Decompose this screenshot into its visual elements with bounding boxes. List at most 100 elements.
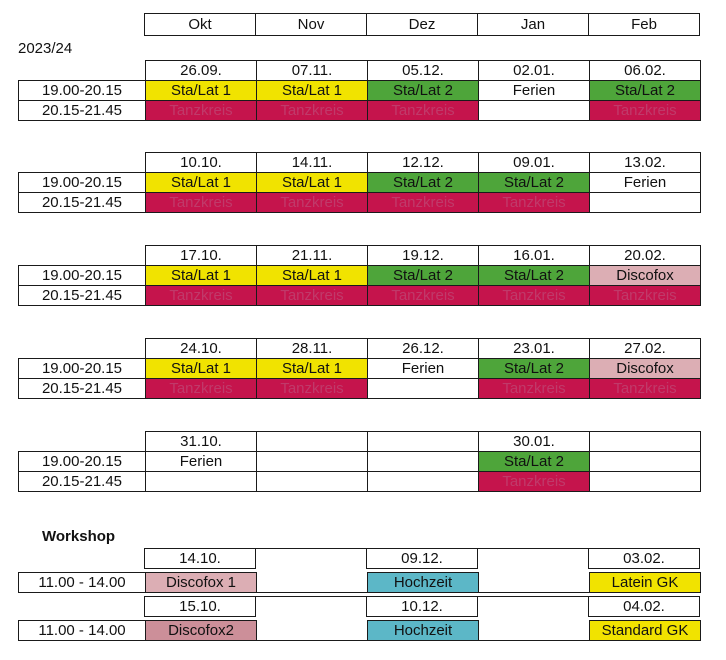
course-cell: Sta/Lat 1: [145, 265, 257, 286]
course-cell: Sta/Lat 1: [256, 80, 368, 101]
date-cell: 20.02.: [589, 245, 701, 266]
month-feb: Feb: [588, 13, 700, 36]
date-cell: 30.01.: [478, 431, 590, 452]
course-cell: Tanzkreis: [256, 378, 368, 399]
course-cell: Sta/Lat 1: [256, 265, 368, 286]
course-cell: Tanzkreis: [589, 378, 701, 399]
course-cell: Tanzkreis: [478, 378, 590, 399]
time-slot-label: 19.00-20.15: [18, 80, 146, 101]
workshop-slot-row: 11.00 - 14.00 Discofox2 Hochzeit Standard G…: [18, 620, 701, 641]
date-cell: 02.01.: [478, 60, 590, 81]
date-row-spacer: [19, 246, 146, 266]
course-cell: Sta/Lat 2: [367, 80, 479, 101]
workshop-date-cell: [477, 596, 589, 617]
course-cell: Sta/Lat 2: [367, 265, 479, 286]
date-row-spacer: [19, 153, 146, 173]
workshop-date-cell: [255, 548, 367, 569]
date-cell: 26.09.: [145, 60, 257, 81]
date-cell: 27.02.: [589, 338, 701, 359]
month-okt: Okt: [144, 13, 256, 36]
workshop-cell: [256, 572, 368, 593]
workshop-cell: [478, 620, 590, 641]
time-slot-label: 19.00-20.15: [18, 451, 146, 472]
course-cell: Ferien: [367, 358, 479, 379]
course-cell: Sta/Lat 2: [478, 265, 590, 286]
course-cell: Sta/Lat 1: [145, 358, 257, 379]
course-cell: [589, 192, 701, 213]
time-slot-label: 20.15-21.45: [18, 378, 146, 399]
workshop-cell: Discofox 1: [145, 572, 257, 593]
date-cell: 19.12.: [367, 245, 479, 266]
course-cell: [145, 471, 257, 492]
date-cell: 06.02.: [589, 60, 701, 81]
workshop-date-cell: 14.10.: [144, 548, 256, 569]
month-dez: Dez: [366, 13, 478, 36]
workshop-cell: [478, 572, 590, 593]
time-slot-label: 20.15-21.45: [18, 471, 146, 492]
month-nov: Nov: [255, 13, 367, 36]
week-block-3: 17.10. 21.11. 19.12. 16.01. 20.02. 19.00-20.1…: [18, 245, 701, 306]
course-cell: Discofox: [589, 265, 701, 286]
month-jan: Jan: [477, 13, 589, 36]
date-row: 17.10. 21.11. 19.12. 16.01. 20.02.: [19, 245, 701, 266]
date-row-spacer: [19, 432, 146, 452]
date-cell: 09.01.: [478, 152, 590, 173]
course-cell: Sta/Lat 2: [478, 172, 590, 193]
date-row: 31.10. 30.01.: [19, 431, 701, 452]
slot-row-early: 19.00-20.15 Sta/Lat 1 Sta/Lat 1 Sta/Lat 2 St…: [18, 265, 701, 286]
slot-row-late: 20.15-21.45 Tanzkreis Tanzkreis Tanzkreis Ta…: [18, 192, 701, 213]
slot-row-late: 20.15-21.45 Tanzkreis Tanzkreis Tanzkreis Ta…: [18, 378, 701, 399]
workshop-date-cell: [255, 596, 367, 617]
workshop-date-cell: 09.12.: [366, 548, 478, 569]
date-cell: 17.10.: [145, 245, 257, 266]
date-cell: 26.12.: [367, 338, 479, 359]
date-row: 10.10. 14.11. 12.12. 09.01. 13.02.: [19, 152, 701, 173]
workshop-cell: Latein GK: [589, 572, 701, 593]
workshop-date-row: 14.10. 09.12. 03.02.: [18, 548, 700, 569]
course-cell: Sta/Lat 2: [478, 358, 590, 379]
date-cell: 28.11.: [256, 338, 368, 359]
workshop-time-label: 11.00 - 14.00: [18, 620, 146, 641]
course-cell: Tanzkreis: [478, 192, 590, 213]
course-cell: Tanzkreis: [478, 471, 590, 492]
date-cell: 05.12.: [367, 60, 479, 81]
workshop-date-cell: 10.12.: [366, 596, 478, 617]
course-cell: Tanzkreis: [145, 192, 257, 213]
date-cell: 31.10.: [145, 431, 257, 452]
course-cell: Tanzkreis: [589, 285, 701, 306]
date-cell: 10.10.: [145, 152, 257, 173]
workshop-cell: Standard GK: [589, 620, 701, 641]
course-cell: Discofox: [589, 358, 701, 379]
slot-row-late: 20.15-21.45 Tanzkreis: [18, 471, 701, 492]
course-cell: Tanzkreis: [145, 285, 257, 306]
workshop-cell: Hochzeit: [367, 620, 479, 641]
course-cell: Ferien: [478, 80, 590, 101]
course-cell: [256, 471, 368, 492]
course-cell: Sta/Lat 2: [478, 451, 590, 472]
course-cell: Tanzkreis: [145, 100, 257, 121]
header-spacer: [18, 14, 145, 36]
course-cell: Tanzkreis: [256, 285, 368, 306]
slot-row-early: 19.00-20.15 Ferien Sta/Lat 2: [18, 451, 701, 472]
slot-row-early: 19.00-20.15 Sta/Lat 1 Sta/Lat 1 Sta/Lat 2 Fe…: [18, 80, 701, 101]
course-cell: Sta/Lat 2: [589, 80, 701, 101]
course-cell: [367, 378, 479, 399]
course-cell: [589, 471, 701, 492]
week-block-4: 24.10. 28.11. 26.12. 23.01. 27.02. 19.00-20.1…: [18, 338, 701, 399]
week-block-5: 31.10. 30.01. 19.00-20.15 Ferien Sta/Lat 2 20…: [18, 431, 701, 492]
date-cell: 13.02.: [589, 152, 701, 173]
course-cell: Tanzkreis: [478, 285, 590, 306]
course-cell: [367, 451, 479, 472]
date-cell: 24.10.: [145, 338, 257, 359]
workshop-date-cell: [477, 548, 589, 569]
course-cell: Tanzkreis: [256, 100, 368, 121]
workshop-cell: [256, 620, 368, 641]
workshop-slot-row: 11.00 - 14.00 Discofox 1 Hochzeit Latein GK: [18, 572, 701, 593]
workshop-date-cell: 04.02.: [588, 596, 700, 617]
slot-row-late: 20.15-21.45 Tanzkreis Tanzkreis Tanzkreis Ta…: [18, 100, 701, 121]
course-cell: Sta/Lat 2: [367, 172, 479, 193]
workshop-cell: Hochzeit: [367, 572, 479, 593]
date-cell: 23.01.: [478, 338, 590, 359]
course-cell: Tanzkreis: [145, 378, 257, 399]
workshop-date-row: 15.10. 10.12. 04.02.: [18, 596, 700, 617]
